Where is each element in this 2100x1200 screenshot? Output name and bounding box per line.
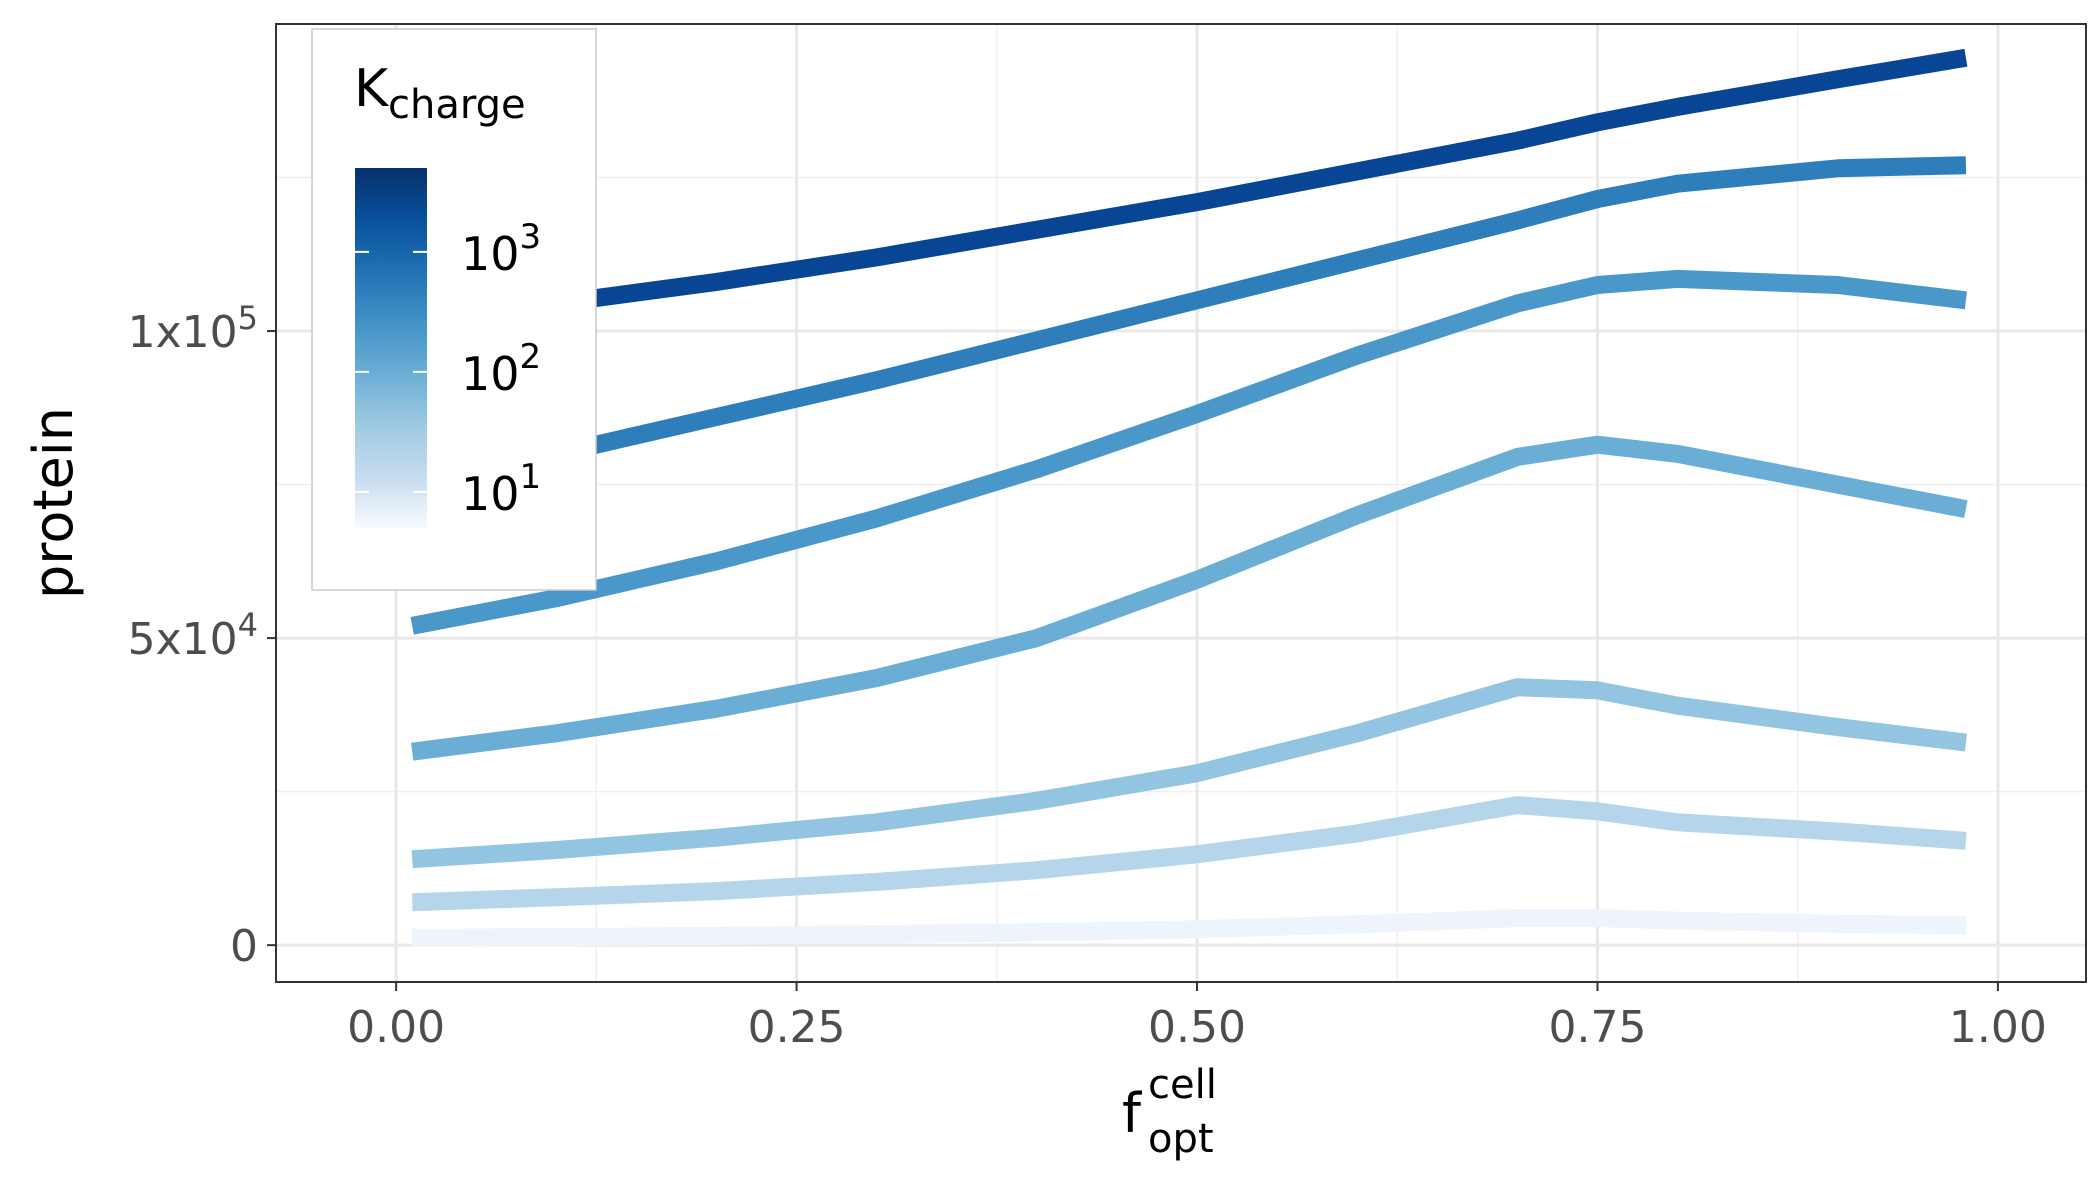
x-tick-label: 0.00 <box>347 1002 445 1053</box>
series-line-2 <box>410 156 1967 494</box>
plot-border <box>275 23 2087 983</box>
series-line-1 <box>410 48 1968 334</box>
series-lines <box>410 48 1968 947</box>
x-tick-label: 0.75 <box>1548 1002 1646 1053</box>
series-line-5 <box>411 678 1967 869</box>
series-line-4 <box>411 435 1968 761</box>
legend-colorbar <box>355 168 427 528</box>
x-tick-label: 0.50 <box>1148 1002 1246 1053</box>
legend-title-sub: charge <box>388 82 526 128</box>
x-axis: 0.00 0.25 0.50 0.75 1.00 <box>347 982 2047 1053</box>
series-line-3 <box>410 269 1967 635</box>
x-tick-label: 1.00 <box>1949 1002 2047 1053</box>
x-axis-title: f <box>1122 1082 1143 1145</box>
y-axis-title: protein <box>22 407 85 599</box>
legend: K charge 101 102 103 <box>311 28 597 591</box>
legend-label: 102 <box>461 337 541 401</box>
legend-ticks: 101 102 103 <box>355 217 541 521</box>
x-axis-title-sub: opt <box>1148 1116 1214 1162</box>
y-tick-label: 5x104 <box>128 606 258 665</box>
y-tick-label: 0 <box>230 921 258 972</box>
y-tick-label: 1x105 <box>128 299 258 358</box>
x-axis-title-sup: cell <box>1148 1062 1217 1108</box>
series-line-7 <box>412 909 1967 947</box>
series-line-6 <box>411 796 1967 912</box>
legend-label: 103 <box>461 217 541 281</box>
y-axis: 0 5x104 1x105 <box>128 299 276 972</box>
legend-title: K <box>354 59 390 119</box>
x-tick-label: 0.25 <box>748 1002 846 1053</box>
legend-label: 101 <box>461 457 541 521</box>
